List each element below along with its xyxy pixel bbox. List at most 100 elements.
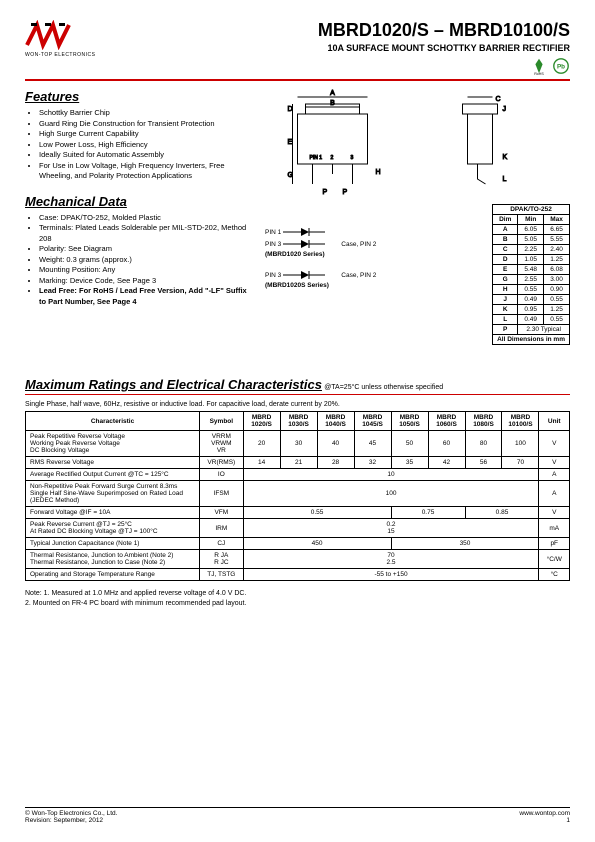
header: WON-TOP ELECTRONICS MBRD1020/S – MBRD101… — [25, 20, 570, 75]
dim-cell: 6.05 — [518, 225, 544, 235]
ratings-value-cell: 0.85 — [465, 507, 539, 519]
ratings-value-cell: -55 to +150 — [243, 569, 539, 581]
series-label: (MBRD1020S Series) — [265, 282, 405, 289]
list-item: Ideally Suited for Automatic Assembly — [39, 150, 255, 161]
svg-text:H: H — [376, 169, 381, 176]
ratings-char-cell: Typical Junction Capacitance (Note 1) — [26, 538, 200, 550]
pin-label: PIN 1 — [265, 229, 281, 236]
ratings-divider — [25, 394, 570, 395]
dim-cell: K — [493, 305, 518, 315]
dim-cell: 2.40 — [544, 245, 570, 255]
ratings-unit-cell: V — [539, 431, 570, 457]
ratings-conditions: @TA=25°C unless otherwise specified — [324, 384, 443, 391]
ratings-symbol-cell: VFM — [200, 507, 244, 519]
ratings-header-cell: MBRD1050/S — [391, 412, 428, 431]
svg-text:Pb: Pb — [557, 64, 565, 71]
ratings-value-cell: 100 — [502, 431, 539, 457]
ratings-unit-cell: V — [539, 507, 570, 519]
svg-text:A: A — [330, 90, 335, 97]
dim-cell: P — [493, 325, 518, 335]
ratings-value-cell: 30 — [280, 431, 317, 457]
footer: © Won-Top Electronics Co., Ltd. Revision… — [25, 807, 570, 824]
rohs-icon: RoHS — [530, 57, 548, 75]
ratings-value-cell: 60 — [428, 431, 465, 457]
svg-text:L: L — [503, 176, 507, 183]
header-divider — [25, 79, 570, 81]
list-item: Case: DPAK/TO-252, Molded Plastic — [39, 213, 255, 224]
part-number-title: MBRD1020/S – MBRD10100/S — [318, 20, 570, 41]
list-item: Mounting Position: Any — [39, 265, 255, 276]
note-line: Note: 1. Measured at 1.0 MHz and applied… — [25, 589, 570, 599]
package-outline-icon: A B D E G H PP PIN 123 C J K L — [265, 89, 570, 199]
dim-cell: 2.30 Typical — [518, 325, 570, 335]
list-item: Marking: Device Code, See Page 3 — [39, 276, 255, 287]
dim-cell: G — [493, 275, 518, 285]
ratings-value-cell: 100 — [243, 481, 539, 507]
ratings-value-cell: 70 — [502, 457, 539, 469]
mechanical-list: Case: DPAK/TO-252, Molded Plastic Termin… — [25, 213, 255, 308]
ratings-header-cell: MBRD1080/S — [465, 412, 502, 431]
dim-cell: 1.25 — [544, 305, 570, 315]
ratings-symbol-cell: VRRMVRWMVR — [200, 431, 244, 457]
ratings-symbol-cell: VR(RMS) — [200, 457, 244, 469]
ratings-symbol-cell: CJ — [200, 538, 244, 550]
footer-page: 1 — [519, 817, 570, 824]
ratings-header-cell: MBRD1030/S — [280, 412, 317, 431]
ratings-char-cell: Non-Repetitive Peak Forward Surge Curren… — [26, 481, 200, 507]
logo-block: WON-TOP ELECTRONICS — [25, 20, 95, 58]
ratings-unit-cell: pF — [539, 538, 570, 550]
series-label: (MBRD1020 Series) — [265, 251, 405, 258]
ratings-value-cell: 45 — [354, 431, 391, 457]
list-item: Guard Ring Die Construction for Transien… — [39, 119, 255, 130]
dim-cell: 5.48 — [518, 265, 544, 275]
ratings-header-cell: MBRD10100/S — [502, 412, 539, 431]
ratings-char-cell: Operating and Storage Temperature Range — [26, 569, 200, 581]
dim-cell: 1.25 — [544, 255, 570, 265]
footer-revision: Revision: September, 2012 — [25, 817, 117, 824]
list-item: Weight: 0.3 grams (approx.) — [39, 255, 255, 266]
svg-text:P: P — [343, 189, 348, 196]
dim-col: Dim — [493, 215, 518, 225]
dim-cell: 0.55 — [518, 285, 544, 295]
list-item: High Surge Current Capability — [39, 129, 255, 140]
ratings-value-cell: 21 — [280, 457, 317, 469]
diode-symbol-icon — [281, 239, 341, 249]
ratings-value-cell: 56 — [465, 457, 502, 469]
pin-config-block: PIN 1 PIN 3 Case, PIN 2 (MBRD1020 Series… — [265, 225, 405, 289]
dim-cell: D — [493, 255, 518, 265]
ratings-header-cell: MBRD1020/S — [243, 412, 280, 431]
notes-block: Note: 1. Measured at 1.0 MHz and applied… — [25, 589, 570, 609]
ratings-value-cell: 14 — [243, 457, 280, 469]
ratings-value-cell: 350 — [391, 538, 539, 550]
ratings-char-cell: Average Rectified Output Current @TC = 1… — [26, 469, 200, 481]
ratings-value-cell: 28 — [317, 457, 354, 469]
ratings-value-cell: 702.5 — [243, 550, 539, 569]
ratings-symbol-cell: IFSM — [200, 481, 244, 507]
left-column: Features Schottky Barrier Chip Guard Rin… — [25, 89, 255, 307]
svg-text:K: K — [503, 154, 508, 161]
ratings-unit-cell: V — [539, 457, 570, 469]
dim-col: Min — [518, 215, 544, 225]
mechanical-title: Mechanical Data — [25, 194, 255, 209]
ratings-char-cell: Peak Reverse Current @TJ = 25°CAt Rated … — [26, 519, 200, 538]
right-column: A B D E G H PP PIN 123 C J K L PIN 1 — [265, 89, 570, 307]
svg-text:2: 2 — [331, 155, 334, 161]
ratings-symbol-cell: IO — [200, 469, 244, 481]
ratings-value-cell: 20 — [243, 431, 280, 457]
ratings-symbol-cell: R JAR JC — [200, 550, 244, 569]
ratings-value-cell: 0.55 — [243, 507, 391, 519]
diode-symbol-icon — [281, 270, 341, 280]
list-item: Schottky Barrier Chip — [39, 108, 255, 119]
svg-text:J: J — [503, 106, 507, 113]
features-title: Features — [25, 89, 255, 104]
dim-cell: A — [493, 225, 518, 235]
dim-cell: 6.65 — [544, 225, 570, 235]
ratings-unit-cell: °C/W — [539, 550, 570, 569]
dim-cell: E — [493, 265, 518, 275]
dim-col: Max — [544, 215, 570, 225]
ratings-value-cell: 50 — [391, 431, 428, 457]
company-logo-icon — [25, 20, 85, 50]
ratings-value-cell: 80 — [465, 431, 502, 457]
dim-cell: 0.49 — [518, 295, 544, 305]
ratings-value-cell: 0.75 — [391, 507, 465, 519]
